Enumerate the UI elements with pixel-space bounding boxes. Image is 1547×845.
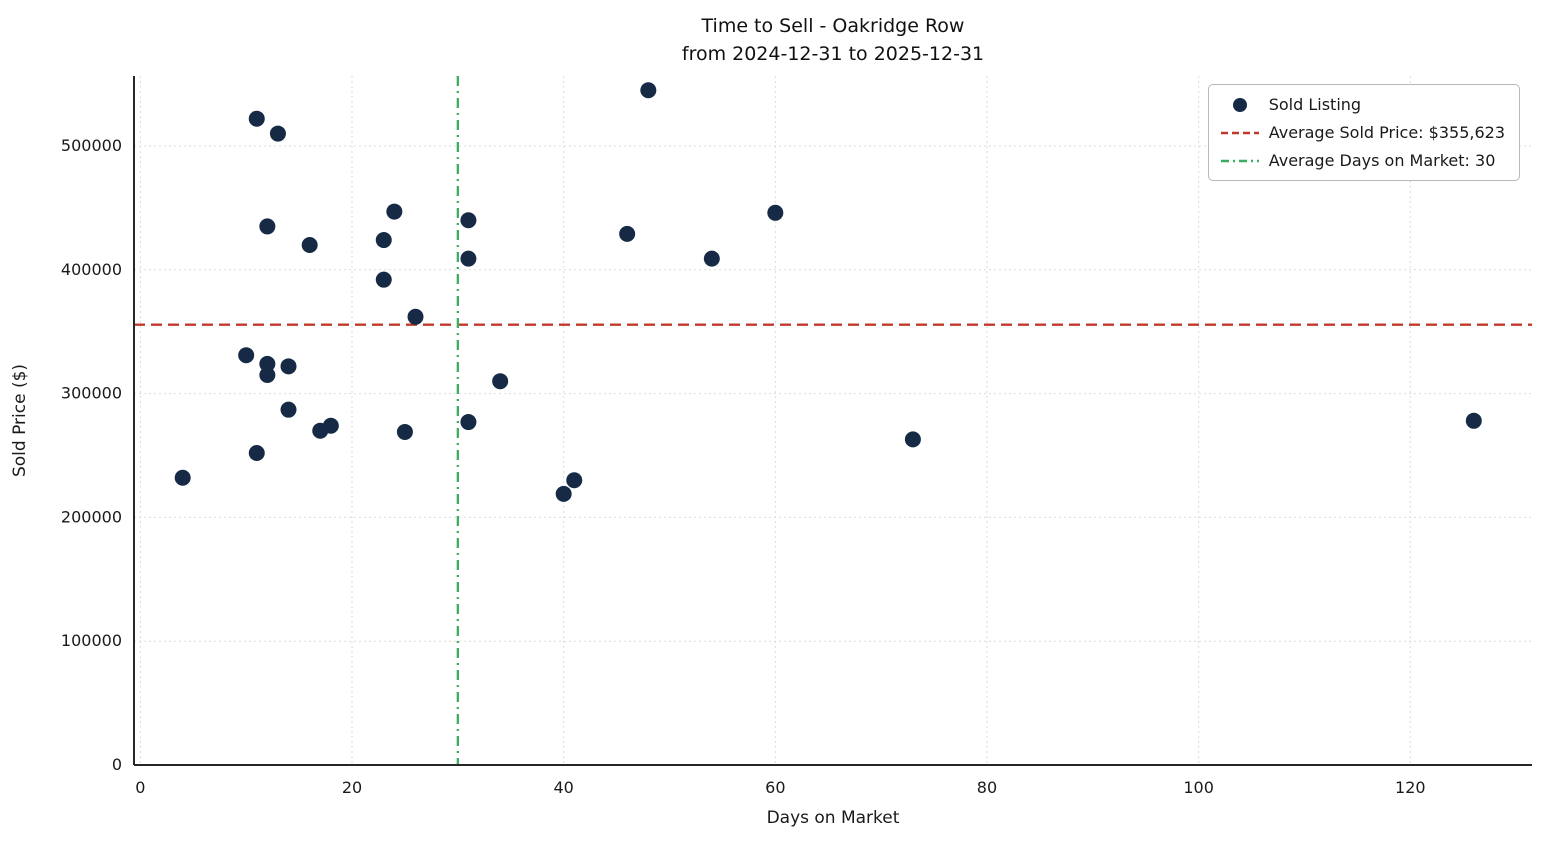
y-tick-label: 400000 <box>61 260 122 279</box>
legend-item-avg-days: Average Days on Market: 30 <box>1219 151 1505 170</box>
data-point <box>407 308 424 325</box>
data-point <box>492 373 509 390</box>
data-point <box>1465 412 1482 429</box>
legend-dashdot-line-icon <box>1220 159 1259 162</box>
y-tick-label: 0 <box>112 755 122 774</box>
data-point <box>555 485 572 502</box>
data-point <box>248 445 265 461</box>
chart-title-line2: from 2024-12-31 to 2025-12-31 <box>681 43 985 65</box>
y-tick-label: 100000 <box>61 631 122 650</box>
y-tick-label: 300000 <box>61 384 122 403</box>
x-tick-label: 100 <box>1183 778 1214 797</box>
data-point <box>386 203 403 220</box>
x-tick-label: 40 <box>553 778 573 797</box>
data-point <box>259 355 276 372</box>
data-point <box>301 237 318 253</box>
data-point <box>280 401 297 418</box>
data-point <box>566 472 583 489</box>
legend-label-avg-price: Average Sold Price: $355,623 <box>1268 123 1505 142</box>
x-axis-label: Days on Market <box>767 808 900 828</box>
data-point <box>375 271 392 288</box>
data-point <box>238 347 255 364</box>
y-tick-label: 500000 <box>61 136 122 155</box>
x-tick-label: 20 <box>342 778 362 797</box>
data-point <box>280 358 297 375</box>
data-point <box>375 232 392 249</box>
data-point <box>259 367 276 383</box>
x-tick-label: 120 <box>1395 778 1426 797</box>
x-tick-label: 80 <box>977 778 997 797</box>
data-point <box>396 423 413 440</box>
chart-title: Time to Sell - Oakridge Row from 2024-12… <box>134 12 1532 68</box>
data-point <box>248 110 265 127</box>
data-point <box>460 250 477 267</box>
data-point <box>269 125 286 142</box>
data-point <box>460 414 477 431</box>
data-point <box>259 218 276 235</box>
data-point <box>703 250 720 267</box>
legend-item-sold-listing: Sold Listing <box>1219 95 1505 114</box>
legend-marker-icon <box>1232 97 1247 112</box>
legend-label-avg-days: Average Days on Market: 30 <box>1268 151 1496 170</box>
y-axis-label: Sold Price ($) <box>10 364 30 477</box>
legend-label-sold-listing: Sold Listing <box>1268 95 1362 114</box>
data-point <box>174 469 191 486</box>
sold-listing-dot-icon <box>1232 97 1247 112</box>
data-point <box>619 225 636 242</box>
legend-dashed-line-icon <box>1220 131 1259 134</box>
data-point <box>460 212 477 229</box>
data-point <box>640 82 657 99</box>
x-tick-label: 0 <box>135 778 145 797</box>
data-point <box>767 204 784 221</box>
y-tick-label: 200000 <box>61 507 122 526</box>
legend-item-avg-price: Average Sold Price: $355,623 <box>1219 123 1505 142</box>
data-point <box>904 431 921 448</box>
data-point <box>322 417 339 434</box>
legend: Sold Listing Average Sold Price: $355,62… <box>1207 84 1520 181</box>
x-tick-label: 60 <box>765 778 785 797</box>
chart-title-line1: Time to Sell - Oakridge Row <box>701 15 965 37</box>
